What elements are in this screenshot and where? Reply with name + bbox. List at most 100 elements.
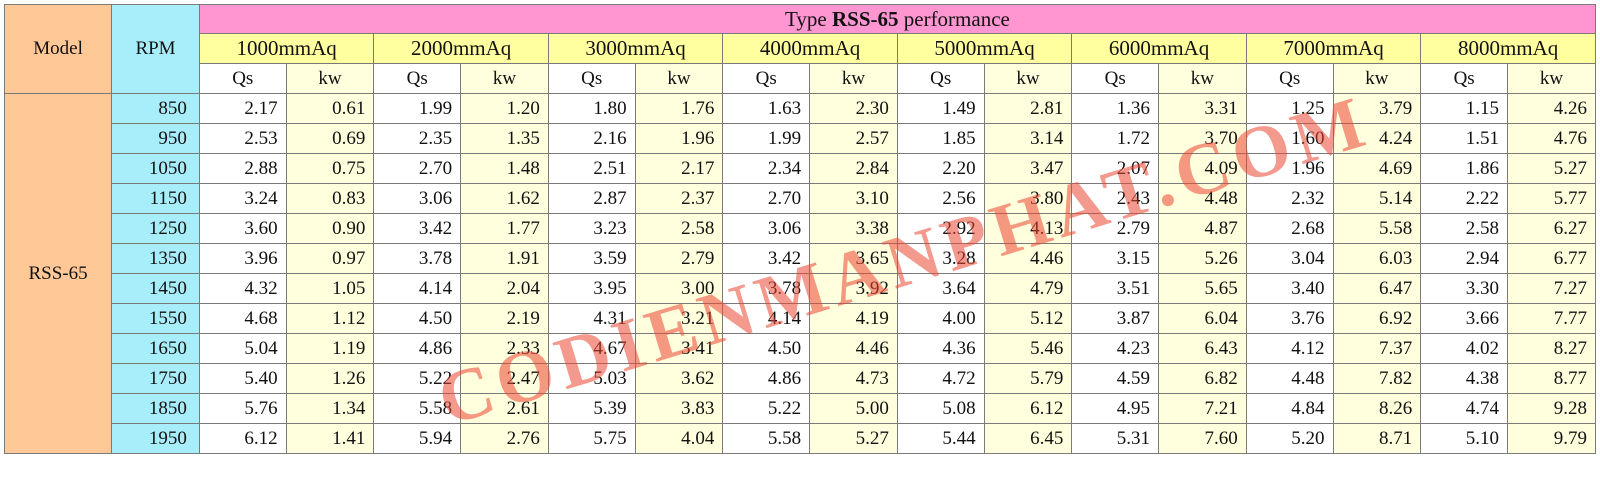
qs-cell: 4.14: [722, 303, 811, 334]
kw-cell: 1.76: [634, 93, 724, 124]
kw-cell: 2.33: [460, 333, 549, 364]
qs-cell: 5.22: [373, 363, 462, 394]
qs-cell: 5.22: [722, 393, 811, 424]
qs-cell: 3.06: [373, 183, 462, 214]
qs-cell: 1.86: [1420, 153, 1509, 184]
kw-cell: 1.05: [285, 273, 375, 304]
kw-cell: 8.27: [1507, 333, 1596, 364]
qs-cell: 3.78: [722, 273, 811, 304]
qs-cell: 3.95: [547, 273, 636, 304]
kw-cell: 5.27: [809, 423, 898, 454]
table-row: 1350 3.96 0.97 3.78 1.91 3.59 2.79 3.42 3.65 3.28…: [5, 243, 1596, 274]
qs-cell: 1.72: [1071, 123, 1160, 154]
qs-cell: 3.24: [198, 183, 287, 214]
kw-unit-header: kw: [285, 63, 375, 94]
kw-cell: 0.61: [285, 93, 375, 124]
title-suffix: performance: [903, 6, 1010, 31]
qs-cell: 2.32: [1245, 183, 1334, 214]
title-model: RSS-65: [831, 6, 899, 31]
qs-cell: 3.78: [373, 243, 462, 274]
qs-cell: 2.56: [896, 183, 985, 214]
qs-unit-header: Qs: [547, 63, 636, 94]
kw-cell: 1.34: [285, 393, 375, 424]
pressure-header: 8000mmAq: [1420, 33, 1596, 64]
qs-cell: 5.94: [373, 423, 462, 454]
qs-cell: 3.42: [722, 243, 811, 274]
qs-cell: 4.14: [373, 273, 462, 304]
qs-cell: 5.44: [896, 423, 985, 454]
kw-cell: 3.00: [634, 273, 724, 304]
model-column-header: Model: [3, 4, 113, 94]
qs-cell: 2.51: [547, 153, 636, 184]
kw-cell: 6.04: [1158, 303, 1247, 334]
qs-cell: 3.59: [547, 243, 636, 274]
table-body: RSS-65 850 2.17 0.61 1.99 1.20 1.80 1.76 1.63 2.3…: [3, 93, 1596, 454]
qs-cell: 2.16: [547, 123, 636, 154]
kw-cell: 6.03: [1332, 243, 1422, 274]
qs-cell: 5.75: [547, 423, 636, 454]
kw-cell: 0.97: [285, 243, 375, 274]
kw-cell: 1.62: [460, 183, 549, 214]
qs-cell: 5.20: [1245, 423, 1334, 454]
kw-cell: 5.77: [1507, 183, 1596, 214]
kw-cell: 3.92: [809, 273, 898, 304]
kw-cell: 6.12: [983, 393, 1073, 424]
qs-cell: 4.32: [198, 273, 287, 304]
qs-cell: 3.28: [896, 243, 985, 274]
kw-cell: 1.35: [460, 123, 549, 154]
qs-cell: 1.60: [1245, 123, 1334, 154]
qs-cell: 2.87: [547, 183, 636, 214]
kw-cell: 1.91: [460, 243, 549, 274]
qs-cell: 2.88: [198, 153, 287, 184]
kw-cell: 4.13: [983, 213, 1073, 244]
qs-cell: 4.68: [198, 303, 287, 334]
rpm-cell: 1850: [111, 393, 200, 424]
kw-cell: 0.90: [285, 213, 375, 244]
kw-cell: 2.17: [634, 153, 724, 184]
qs-cell: 5.04: [198, 333, 287, 364]
qs-unit-header: Qs: [373, 63, 462, 94]
kw-unit-header: kw: [809, 63, 898, 94]
qs-cell: 2.53: [198, 123, 287, 154]
qs-unit-header: Qs: [1420, 63, 1509, 94]
kw-cell: 6.47: [1332, 273, 1422, 304]
kw-cell: 0.83: [285, 183, 375, 214]
qs-cell: 4.50: [373, 303, 462, 334]
qs-cell: 2.92: [896, 213, 985, 244]
qs-cell: 5.40: [198, 363, 287, 394]
kw-cell: 4.48: [1158, 183, 1247, 214]
table-row: 1950 6.12 1.41 5.94 2.76 5.75 4.04 5.58 5.27 5.44…: [5, 423, 1596, 454]
rpm-cell: 1650: [111, 333, 200, 364]
qs-cell: 1.49: [896, 93, 985, 124]
kw-cell: 2.37: [634, 183, 724, 214]
rpm-cell: 950: [111, 123, 200, 154]
qs-cell: 4.23: [1071, 333, 1160, 364]
kw-cell: 6.43: [1158, 333, 1247, 364]
kw-cell: 5.79: [983, 363, 1073, 394]
kw-cell: 3.62: [634, 363, 724, 394]
qs-cell: 3.15: [1071, 243, 1160, 274]
kw-unit-header: kw: [1507, 63, 1596, 94]
qs-cell: 2.70: [373, 153, 462, 184]
kw-cell: 5.14: [1332, 183, 1422, 214]
qs-cell: 2.94: [1420, 243, 1509, 274]
kw-unit-header: kw: [634, 63, 724, 94]
kw-cell: 4.04: [634, 423, 724, 454]
rpm-cell: 1450: [111, 273, 200, 304]
kw-cell: 1.48: [460, 153, 549, 184]
kw-cell: 2.79: [634, 243, 724, 274]
kw-cell: 2.30: [809, 93, 898, 124]
qs-cell: 3.76: [1245, 303, 1334, 334]
kw-cell: 6.45: [983, 423, 1073, 454]
table-row: 1750 5.40 1.26 5.22 2.47 5.03 3.62 4.86 4.73 4.72…: [5, 363, 1596, 394]
qs-cell: 6.12: [198, 423, 287, 454]
qs-unit-header: Qs: [198, 63, 287, 94]
qs-cell: 2.20: [896, 153, 985, 184]
qs-cell: 3.51: [1071, 273, 1160, 304]
kw-cell: 4.24: [1332, 123, 1422, 154]
qs-cell: 5.39: [547, 393, 636, 424]
kw-cell: 5.27: [1507, 153, 1596, 184]
qs-cell: 1.80: [547, 93, 636, 124]
qs-cell: 5.08: [896, 393, 985, 424]
qs-cell: 2.07: [1071, 153, 1160, 184]
